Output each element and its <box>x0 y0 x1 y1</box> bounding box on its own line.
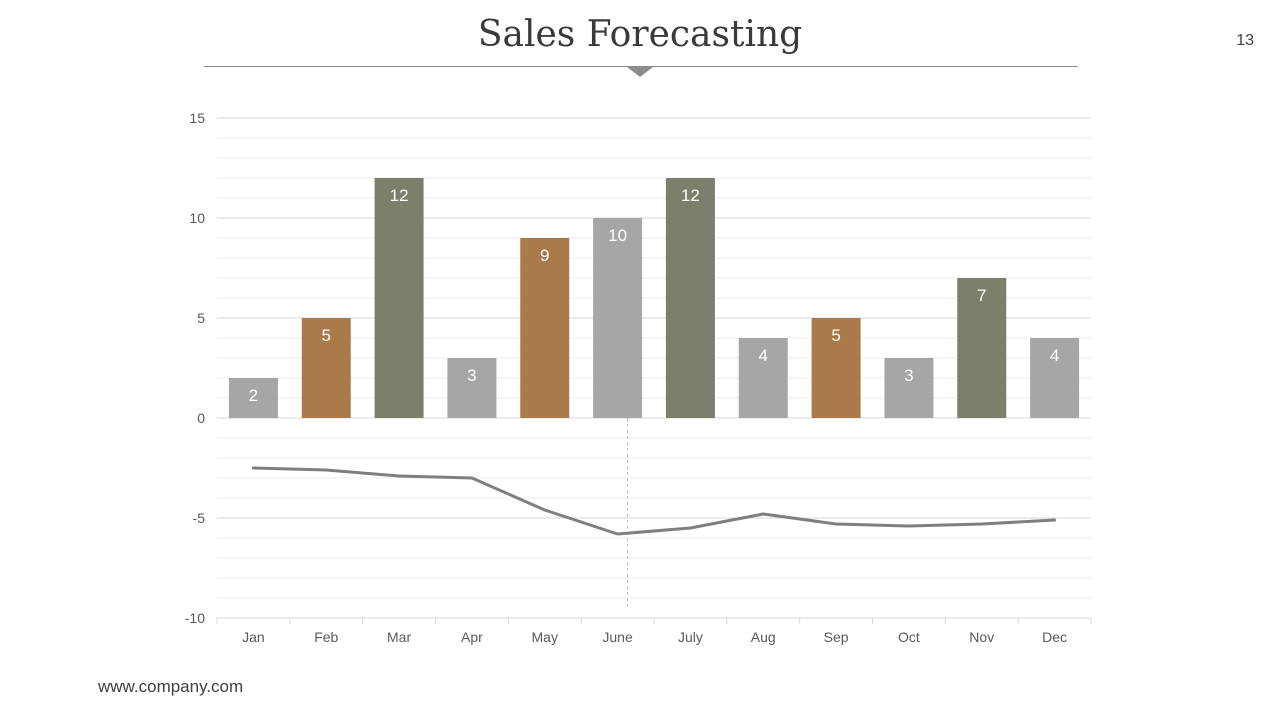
data-label: 3 <box>467 366 476 385</box>
y-tick-label: 15 <box>189 110 205 126</box>
bar-apr <box>447 358 497 418</box>
data-label: 2 <box>249 386 258 405</box>
page-number: 13 <box>1236 32 1254 49</box>
data-label: 3 <box>904 366 913 385</box>
data-label: 12 <box>390 186 409 205</box>
x-tick-label: June <box>602 629 633 645</box>
data-label: 10 <box>608 226 627 245</box>
x-tick-label: Aug <box>751 629 776 645</box>
bar-july <box>665 178 715 418</box>
x-tick-label: Feb <box>314 629 338 645</box>
y-tick-label: -5 <box>193 510 206 526</box>
data-label: 4 <box>1050 346 1059 365</box>
x-tick-label: Mar <box>387 629 411 645</box>
bar-nov <box>957 278 1007 418</box>
x-tick-label: Nov <box>969 629 994 645</box>
x-tick-label: May <box>532 629 558 645</box>
title-divider-notch <box>627 67 653 77</box>
data-label: 12 <box>681 186 700 205</box>
bar-feb <box>301 318 351 418</box>
data-label: 9 <box>540 246 549 265</box>
x-tick-label: Apr <box>461 629 483 645</box>
forecast-line <box>251 466 1057 536</box>
y-tick-label: 10 <box>189 210 205 226</box>
bar-jan <box>228 378 278 418</box>
x-tick-label: Jan <box>242 629 265 645</box>
data-label: 5 <box>831 326 840 345</box>
x-tick-label: Dec <box>1042 629 1067 645</box>
footer-website: www.company.com <box>98 677 244 696</box>
y-tick-label: 0 <box>197 410 205 426</box>
bar-oct <box>884 358 934 418</box>
slide-title: Sales Forecasting <box>477 14 803 55</box>
data-label: 4 <box>759 346 768 365</box>
title-divider <box>204 66 1078 67</box>
y-tick-label: 5 <box>197 310 205 326</box>
x-tick-label: Sep <box>824 629 849 645</box>
x-tick-label: July <box>678 629 703 645</box>
bar-may <box>520 238 570 418</box>
x-tick-label: Oct <box>898 629 920 645</box>
bar-dec <box>1030 338 1080 418</box>
data-label: 7 <box>977 286 986 305</box>
bar-mar <box>374 178 424 418</box>
data-label: 5 <box>322 326 331 345</box>
bar-sep <box>811 318 861 418</box>
bar-june <box>593 218 643 418</box>
bar-aug <box>738 338 788 418</box>
y-tick-label: -10 <box>185 610 205 626</box>
